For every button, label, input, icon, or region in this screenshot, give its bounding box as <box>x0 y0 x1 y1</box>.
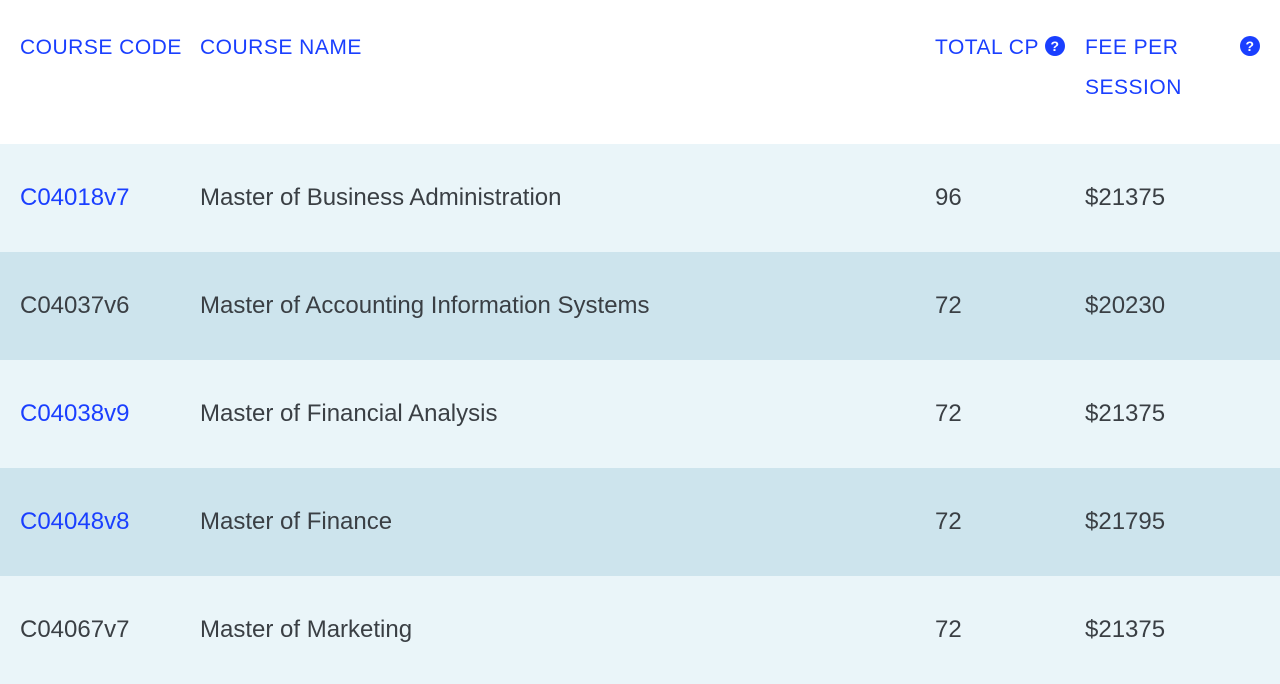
total-cp-cell: 96 <box>935 184 1085 212</box>
header-fee-label: FEE PER SESSION <box>1085 28 1234 108</box>
total-cp-cell: 72 <box>935 616 1085 644</box>
header-course-name: COURSE NAME <box>200 28 935 68</box>
total-cp-cell: 72 <box>935 400 1085 428</box>
table-row: C04018v7Master of Business Administratio… <box>0 144 1280 252</box>
header-total-cp: TOTAL CP ? <box>935 28 1085 68</box>
header-course-name-label: COURSE NAME <box>200 28 362 68</box>
course-code-cell[interactable]: C04018v7 <box>20 184 200 212</box>
course-name-cell: Master of Marketing <box>200 616 935 644</box>
course-code-cell[interactable]: C04048v8 <box>20 508 200 536</box>
total-cp-cell: 72 <box>935 508 1085 536</box>
table-header-row: COURSE CODE COURSE NAME TOTAL CP ? FEE P… <box>0 0 1280 144</box>
total-cp-cell: 72 <box>935 292 1085 320</box>
course-name-cell: Master of Accounting Information Systems <box>200 292 935 320</box>
course-code-cell: C04037v6 <box>20 292 200 320</box>
help-icon[interactable]: ? <box>1240 36 1260 56</box>
header-course-code: COURSE CODE <box>20 28 200 68</box>
course-name-cell: Master of Business Administration <box>200 184 935 212</box>
course-table: COURSE CODE COURSE NAME TOTAL CP ? FEE P… <box>0 0 1280 684</box>
fee-cell: $21375 <box>1085 616 1260 644</box>
course-code-cell: C04067v7 <box>20 616 200 644</box>
fee-cell: $20230 <box>1085 292 1260 320</box>
header-course-code-label: COURSE CODE <box>20 28 182 68</box>
table-row: C04048v8Master of Finance72$21795 <box>0 468 1280 576</box>
table-body: C04018v7Master of Business Administratio… <box>0 144 1280 684</box>
table-row: C04037v6Master of Accounting Information… <box>0 252 1280 360</box>
fee-cell: $21375 <box>1085 400 1260 428</box>
course-code-cell[interactable]: C04038v9 <box>20 400 200 428</box>
table-row: C04067v7Master of Marketing72$21375 <box>0 576 1280 684</box>
fee-cell: $21795 <box>1085 508 1260 536</box>
course-name-cell: Master of Finance <box>200 508 935 536</box>
course-name-cell: Master of Financial Analysis <box>200 400 935 428</box>
table-row: C04038v9Master of Financial Analysis72$2… <box>0 360 1280 468</box>
header-fee-per-session: FEE PER SESSION ? <box>1085 28 1260 108</box>
fee-cell: $21375 <box>1085 184 1260 212</box>
header-total-cp-label: TOTAL CP <box>935 28 1039 68</box>
help-icon[interactable]: ? <box>1045 36 1065 56</box>
